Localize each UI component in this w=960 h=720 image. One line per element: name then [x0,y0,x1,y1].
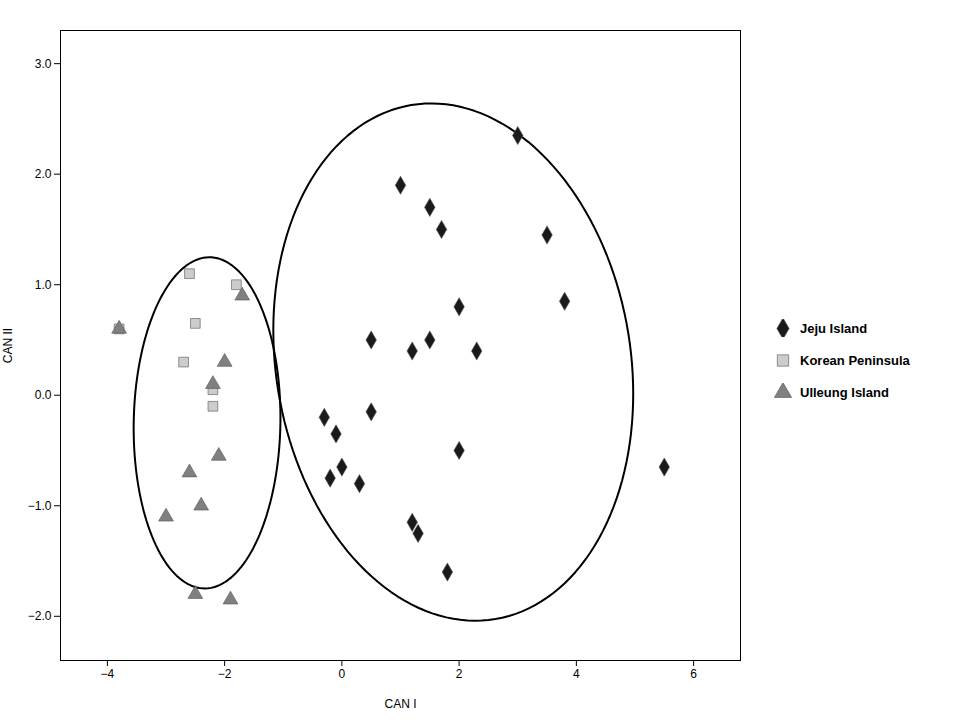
svg-text:2.0: 2.0 [35,167,52,181]
html-text:Ulleung Island: Ulleung Island [800,384,889,400]
svg-text:CAN II: CAN II [1,328,15,363]
svg-text:CAN I: CAN I [384,697,416,711]
svg-text:−1.0: −1.0 [28,499,52,513]
svg-text:0.0: 0.0 [35,388,52,402]
html-text:Jeju Island: Jeju Island [800,320,868,336]
svg-text:6: 6 [690,667,697,681]
svg-text:3.0: 3.0 [35,56,52,70]
svg-text:−2: −2 [218,667,232,681]
html-text:Korean Peninsula: Korean Peninsula [800,352,910,368]
svg-text:0: 0 [339,667,346,681]
svg-text:4: 4 [573,667,580,681]
svg-text:−2.0: −2.0 [28,609,52,623]
svg-text:1.0: 1.0 [35,278,52,292]
svg-text:−4: −4 [101,667,115,681]
svg-text:2: 2 [456,667,463,681]
